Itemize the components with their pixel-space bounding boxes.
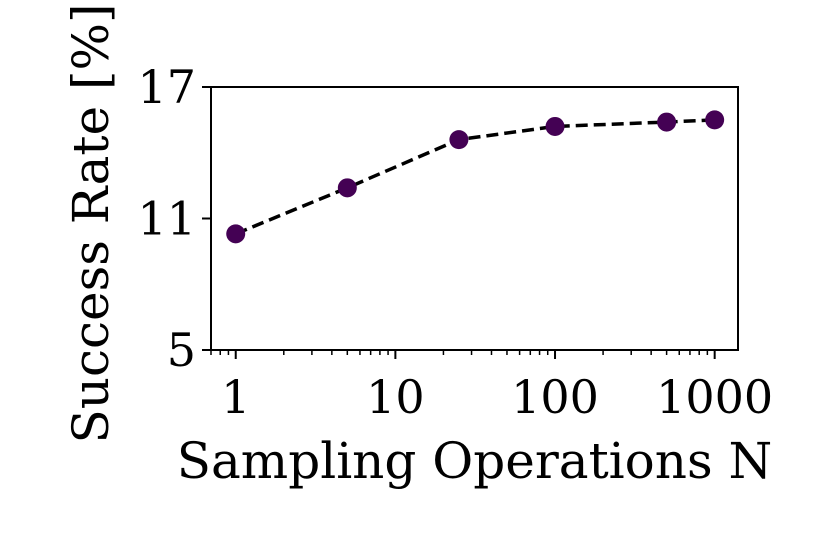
y-axis-label: Success Rate [%] xyxy=(62,4,120,444)
x-axis-label: Sampling Operations N xyxy=(177,432,773,490)
y-axis: 5 11 17 xyxy=(137,60,211,377)
data-point xyxy=(545,116,565,136)
series-line xyxy=(235,118,715,236)
data-point xyxy=(657,112,677,132)
data-point xyxy=(705,110,725,130)
plot-area xyxy=(226,110,725,244)
data-point xyxy=(449,130,469,150)
x-axis: 1 10 100 1000 xyxy=(210,350,773,424)
y-tick-label: 17 xyxy=(137,60,196,114)
x-tick-label: 10 xyxy=(366,370,425,424)
y-tick-label: 5 xyxy=(167,323,196,377)
x-tick-label: 1000 xyxy=(656,370,773,424)
y-tick-label: 11 xyxy=(137,192,196,246)
x-tick-label: 1 xyxy=(221,370,250,424)
data-point xyxy=(226,224,246,244)
data-point xyxy=(337,178,357,198)
x-tick-label: 100 xyxy=(511,370,599,424)
